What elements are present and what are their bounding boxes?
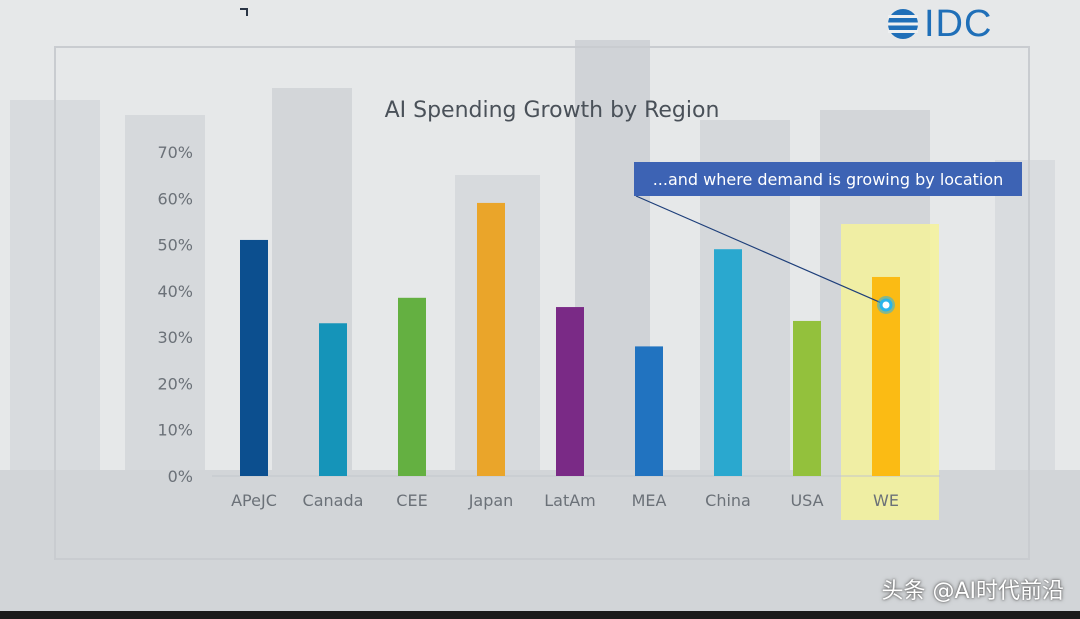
- idc-logo: IDC: [886, 4, 992, 44]
- bar-japan: [477, 202, 505, 476]
- x-tick-label: Canada: [303, 491, 364, 510]
- x-tick-label: China: [705, 491, 751, 510]
- corner-mark: [240, 8, 248, 16]
- bar-cee: [398, 297, 426, 476]
- bottom-bar: [0, 611, 1080, 619]
- marker-dot: [879, 298, 893, 312]
- y-tick-label: 0%: [168, 467, 193, 486]
- x-tick-label: WE: [873, 491, 899, 510]
- chart-title: AI Spending Growth by Region: [384, 98, 720, 123]
- chart-frame: [54, 46, 1030, 560]
- bar-canada: [319, 323, 347, 476]
- bar-mea: [635, 346, 663, 476]
- idc-globe-icon: [888, 9, 918, 39]
- x-tick-label: APeJC: [231, 491, 277, 510]
- y-tick-label: 70%: [157, 143, 193, 162]
- x-tick-label: MEA: [632, 491, 667, 510]
- x-tick-label: LatAm: [544, 491, 596, 510]
- callout-pointer: [635, 195, 887, 306]
- y-tick-label: 10%: [157, 421, 193, 440]
- bar-latam: [556, 307, 584, 476]
- logo-text: IDC: [924, 3, 993, 45]
- x-tick-label: Japan: [468, 491, 514, 510]
- watermark: 头条 @AI时代前沿: [881, 579, 1064, 604]
- y-tick-label: 20%: [157, 374, 193, 393]
- y-tick-label: 30%: [157, 328, 193, 347]
- bar-china: [714, 249, 742, 476]
- y-tick-label: 50%: [157, 236, 193, 255]
- callout-box: ...and where demand is growing by locati…: [634, 162, 1022, 196]
- bar-apejc: [240, 239, 268, 476]
- bar-usa: [793, 320, 821, 476]
- y-tick-label: 40%: [157, 282, 193, 301]
- y-tick-label: 60%: [157, 189, 193, 208]
- x-tick-label: CEE: [396, 491, 427, 510]
- x-tick-label: USA: [790, 491, 823, 510]
